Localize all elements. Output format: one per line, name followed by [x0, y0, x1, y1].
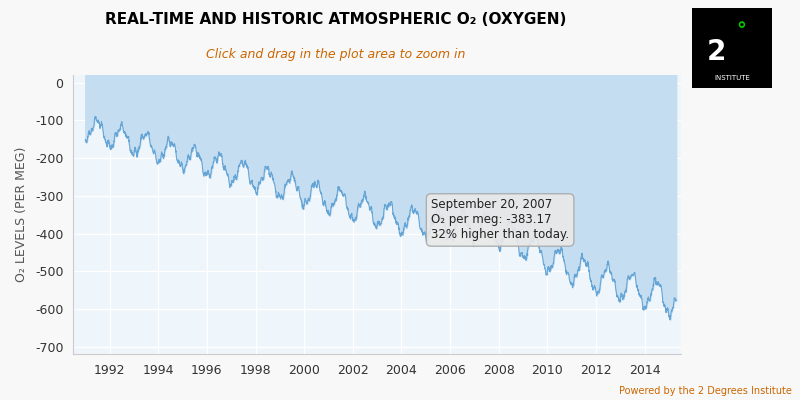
Text: September 20, 2007
O₂ per meg: -383.17
32% higher than today.: September 20, 2007 O₂ per meg: -383.17 3… [431, 198, 569, 242]
Text: Click and drag in the plot area to zoom in: Click and drag in the plot area to zoom … [206, 48, 466, 61]
Text: 2: 2 [706, 38, 726, 66]
Text: °: ° [737, 21, 746, 40]
Y-axis label: O₂ LEVELS (PER MEG): O₂ LEVELS (PER MEG) [15, 147, 28, 282]
Text: REAL-TIME AND HISTORIC ATMOSPHERIC O₂ (OXYGEN): REAL-TIME AND HISTORIC ATMOSPHERIC O₂ (O… [106, 12, 566, 27]
Text: Powered by the 2 Degrees Institute: Powered by the 2 Degrees Institute [619, 386, 792, 396]
Text: INSTITUTE: INSTITUTE [714, 75, 750, 81]
